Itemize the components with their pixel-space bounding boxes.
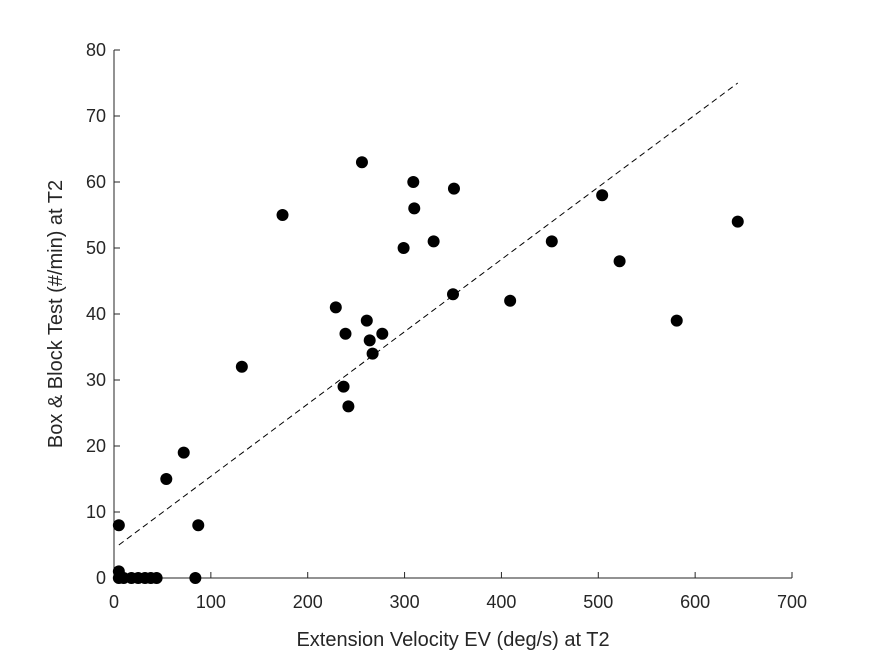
x-tick-label: 300 bbox=[390, 592, 420, 612]
x-tick-label: 500 bbox=[583, 592, 613, 612]
data-point bbox=[447, 182, 460, 195]
x-tick-label: 0 bbox=[109, 592, 119, 612]
data-point bbox=[337, 380, 350, 393]
y-tick-label: 70 bbox=[86, 106, 106, 126]
data-point bbox=[360, 314, 373, 327]
data-point bbox=[177, 446, 190, 459]
x-tick-label: 700 bbox=[777, 592, 807, 612]
data-point bbox=[339, 327, 352, 340]
data-point bbox=[545, 235, 558, 248]
fit-line bbox=[118, 82, 739, 546]
y-tick-label: 50 bbox=[86, 238, 106, 258]
y-tick-label: 10 bbox=[86, 502, 106, 522]
data-point bbox=[447, 288, 459, 301]
data-point bbox=[596, 189, 609, 202]
x-tick-label: 200 bbox=[293, 592, 323, 612]
x-tick-label: 600 bbox=[680, 592, 710, 612]
y-tick-label: 40 bbox=[86, 304, 106, 324]
y-tick-label: 0 bbox=[96, 568, 106, 588]
y-axis-label: Box & Block Test (#/min) at T2 bbox=[45, 180, 67, 448]
y-tick-label: 30 bbox=[86, 370, 106, 390]
data-point bbox=[235, 360, 248, 373]
data-point bbox=[376, 327, 389, 340]
x-axis: 0 100 200 300 400 500 600 700 bbox=[109, 572, 807, 612]
data-point bbox=[366, 347, 379, 360]
data-points bbox=[112, 156, 744, 584]
data-point bbox=[150, 572, 163, 584]
data-point bbox=[613, 255, 626, 268]
data-point bbox=[342, 400, 355, 413]
y-tick-label: 80 bbox=[86, 40, 106, 60]
x-axis-label: Extension Velocity EV (deg/s) at T2 bbox=[296, 629, 609, 651]
data-point bbox=[189, 572, 202, 584]
y-ticks: 0 10 20 30 40 50 60 70 80 bbox=[86, 40, 120, 588]
data-point bbox=[670, 314, 683, 327]
data-point bbox=[408, 202, 421, 215]
y-tick-label: 20 bbox=[86, 436, 106, 456]
data-point bbox=[276, 209, 289, 221]
x-tick-label: 100 bbox=[196, 592, 226, 612]
x-ticks: 0 100 200 300 400 500 600 700 bbox=[109, 572, 807, 612]
x-tick-label: 400 bbox=[486, 592, 516, 612]
data-point bbox=[355, 156, 368, 169]
data-point bbox=[504, 294, 517, 307]
data-point bbox=[192, 519, 205, 532]
data-point bbox=[407, 176, 420, 188]
y-tick-label: 60 bbox=[86, 172, 106, 192]
data-point bbox=[160, 473, 173, 485]
y-axis: 0 10 20 30 40 50 60 70 80 bbox=[86, 40, 120, 588]
data-point bbox=[731, 215, 744, 228]
data-point bbox=[329, 301, 342, 314]
data-point bbox=[427, 235, 440, 248]
data-point bbox=[397, 242, 410, 254]
data-point bbox=[112, 519, 125, 532]
data-point bbox=[363, 334, 376, 347]
